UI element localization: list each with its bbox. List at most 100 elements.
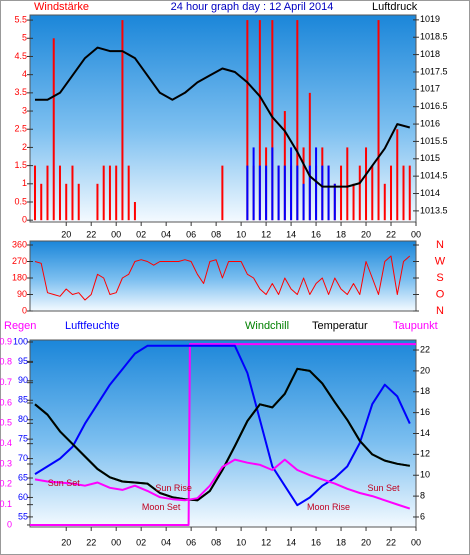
chart-title: 24 hour graph day : 12 April 2014 (171, 1, 334, 13)
y-tick-label: 0 (7, 519, 12, 529)
wind-bar (340, 165, 343, 221)
y3-tick-label: 8 (420, 490, 425, 500)
y2-tick-label: 1019 (420, 14, 440, 24)
wind-bar (296, 165, 299, 221)
wind-bar (327, 165, 330, 221)
wind-bar (365, 147, 368, 221)
y-tick-label: 3 (22, 105, 27, 115)
x-tick-label: 08 (211, 537, 221, 547)
y3-tick-label: 10 (420, 470, 430, 480)
annotation: Sun Set (48, 478, 81, 488)
x-tick-label: 00 (411, 537, 421, 547)
wind-bar (40, 183, 43, 221)
y-tick-label: 0 (22, 215, 27, 225)
x-tick-label: 02 (136, 229, 146, 239)
x-tick-label: 20 (61, 537, 71, 547)
wind-bar (71, 165, 74, 221)
y2-tick-label: 1013.5 (420, 205, 448, 215)
y2-tick-label: N (436, 305, 444, 317)
y2-tick-label: 1018 (420, 49, 440, 59)
wind-bar (246, 20, 249, 221)
x-tick-label: 00 (111, 537, 121, 547)
y2-tick-label: W (435, 255, 446, 267)
wind-bar (96, 183, 99, 221)
y-axis-title: Windstärke (34, 1, 89, 13)
y-tick-label: 1 (22, 178, 27, 188)
y2-tick-label: 85 (18, 395, 28, 405)
wind-bar (77, 183, 80, 221)
y2-tick-label: 95 (18, 356, 28, 366)
wind-bar (271, 147, 274, 221)
y3-tick-label: 14 (420, 428, 430, 438)
y-tick-label: 4.5 (14, 51, 27, 61)
legend-entry: Regen (4, 320, 36, 332)
y-tick-label: 0.4 (0, 438, 12, 448)
wind-bar (127, 165, 130, 221)
y2-tick-label: 1015 (420, 153, 440, 163)
wind-bar (271, 20, 274, 221)
y3-tick-label: 20 (420, 365, 430, 375)
wind-bar (408, 165, 411, 221)
y-tick-label: 4 (22, 69, 27, 79)
y2-tick-label: O (436, 288, 445, 300)
wind-bar (396, 129, 399, 221)
y3-tick-label: 12 (420, 449, 430, 459)
x-tick-label: 06 (186, 229, 196, 239)
wind-bar (283, 165, 286, 221)
x-tick-label: 18 (336, 537, 346, 547)
y-tick-label: 2.5 (14, 124, 27, 134)
y-tick-label: 5 (22, 33, 27, 43)
x-tick-label: 04 (161, 229, 171, 239)
x-tick-label: 12 (261, 537, 271, 547)
y-tick-label: 2 (22, 142, 27, 152)
y-tick-label: 1.5 (14, 160, 27, 170)
x-tick-label: 22 (86, 229, 96, 239)
y2-tick-label: N (436, 239, 444, 251)
wind-bar (33, 165, 36, 221)
wind-bar (308, 92, 311, 221)
plot-area (29, 339, 417, 528)
wind-bar (258, 165, 261, 221)
series-line (34, 458, 411, 510)
y2-tick-label: 1014.5 (420, 171, 448, 181)
y2-tick-label: S (436, 272, 443, 284)
y2-tick-label: 65 (18, 472, 28, 482)
wind-bar (302, 183, 305, 221)
wind-bar (296, 20, 299, 221)
y2-tick-label: 70 (18, 453, 28, 463)
x-tick-label: 02 (136, 537, 146, 547)
series-line (35, 46, 411, 188)
wind-bar (246, 165, 249, 221)
wind-bar (390, 165, 393, 221)
annotation: Moon Set (142, 502, 181, 512)
legend-entry: Temperatur (312, 320, 368, 332)
y-tick-label: 0.2 (0, 479, 12, 489)
legend-entry: Luftfeuchte (65, 320, 119, 332)
y2-tick-label: 1017 (420, 84, 440, 94)
wind-bar (121, 20, 124, 221)
y2-tick-label: 90 (18, 375, 28, 385)
series-line (34, 255, 411, 301)
x-tick-label: 10 (236, 537, 246, 547)
y2-tick-label: 1015.5 (420, 136, 448, 146)
wind-bar (65, 183, 68, 221)
x-tick-label: 06 (186, 537, 196, 547)
wind-bar (58, 165, 61, 221)
wind-bar (383, 183, 386, 221)
annotation: Moon Rise (307, 502, 350, 512)
wind-bar (115, 165, 118, 221)
y-tick-label: 270 (12, 256, 27, 266)
wind-bar (371, 165, 374, 221)
annotation: Sun Rise (155, 483, 192, 493)
x-tick-label: 20 (361, 229, 371, 239)
y-tick-label: 0.3 (0, 458, 12, 468)
wind-bar (321, 165, 324, 221)
y-tick-label: 0.1 (0, 499, 12, 509)
y2-axis-title: Luftdruck (372, 1, 418, 13)
wind-bar (333, 183, 336, 221)
x-tick-label: 14 (286, 537, 296, 547)
x-tick-label: 08 (211, 229, 221, 239)
legend-entry: Taupunkt (393, 320, 438, 332)
wind-bar (308, 165, 311, 221)
